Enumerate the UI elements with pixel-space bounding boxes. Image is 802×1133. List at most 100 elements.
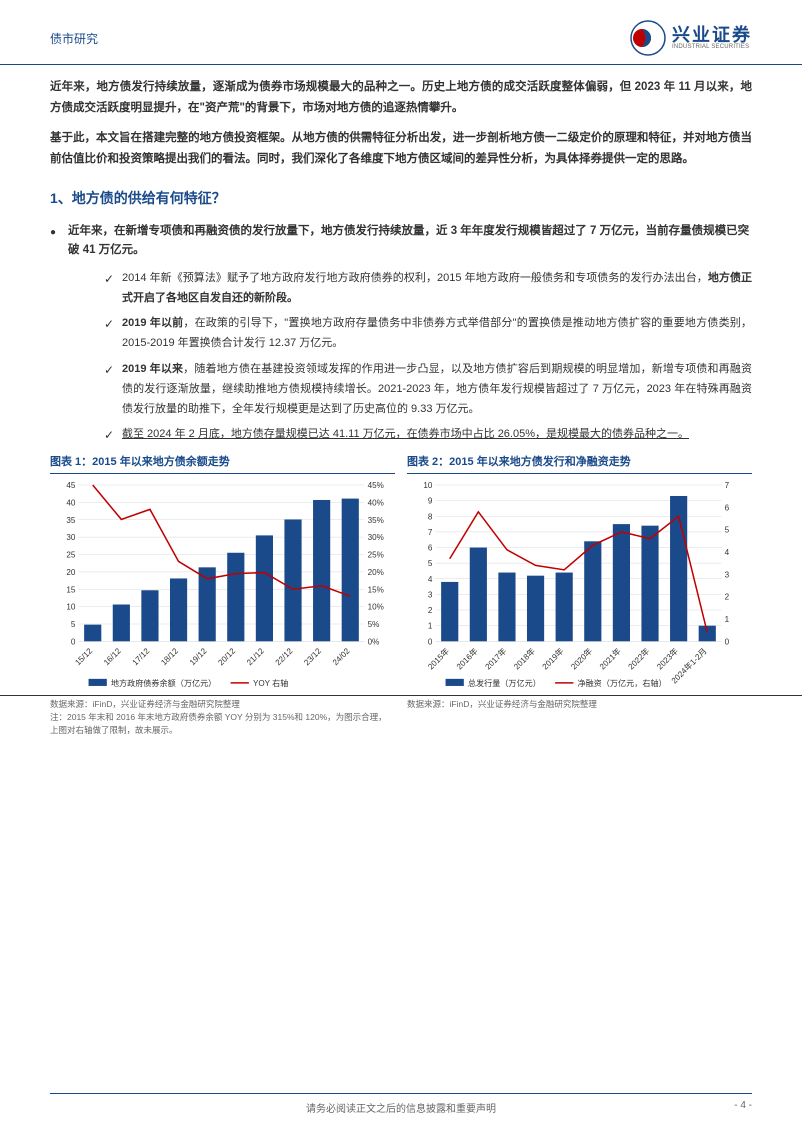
svg-text:22/12: 22/12	[274, 646, 295, 667]
main-content: 近年来，地方债发行持续放量，逐渐成为债券市场规模最大的品种之一。历史上地方债的成…	[0, 65, 802, 447]
sub-bullet-item: ✓2019 年以前，在政策的引导下，"置换地方政府存量债务中非债券方式举借部分"…	[104, 314, 752, 354]
svg-text:24/02: 24/02	[331, 646, 352, 667]
svg-text:0: 0	[71, 637, 76, 646]
svg-text:45%: 45%	[368, 481, 384, 490]
svg-text:25: 25	[66, 551, 76, 560]
logo-cn-text: 兴业证券	[672, 26, 752, 44]
intro-paragraph-1: 近年来，地方债发行持续放量，逐渐成为债券市场规模最大的品种之一。历史上地方债的成…	[50, 77, 752, 118]
svg-text:6: 6	[725, 503, 730, 512]
chart-2-title: 图表 2：2015 年以来地方债发行和净融资走势	[407, 453, 752, 469]
svg-text:2021年: 2021年	[597, 646, 623, 672]
sub-bullet-text: 2019 年以来，随着地方债在基建投资领域发挥的作用进一步凸显，以及地方债扩容后…	[122, 360, 752, 419]
svg-text:17/12: 17/12	[131, 646, 152, 667]
svg-text:20%: 20%	[368, 568, 384, 577]
svg-text:35%: 35%	[368, 516, 384, 525]
svg-text:15: 15	[66, 585, 76, 594]
svg-text:20/12: 20/12	[216, 646, 237, 667]
svg-text:15/12: 15/12	[73, 646, 94, 667]
sub-bullet-item: ✓截至 2024 年 2 月底，地方债存量规模已达 41.11 万亿元，在债券市…	[104, 425, 752, 447]
sub-bullet-text: 截至 2024 年 2 月底，地方债存量规模已达 41.11 万亿元，在债券市场…	[122, 425, 752, 445]
svg-text:2023年: 2023年	[654, 646, 680, 672]
check-icon: ✓	[104, 269, 122, 291]
charts-row: 图表 1：2015 年以来地方债余额走势 0510152025303540450…	[0, 453, 802, 693]
sub-bullet-list: ✓2014 年新《预算法》赋予了地方政府发行地方政府债券的权利，2015 年地方…	[50, 269, 752, 447]
section-1-title: 1、地方债的供给有何特征？	[50, 188, 752, 208]
svg-text:4: 4	[428, 575, 433, 584]
intro-block: 近年来，地方债发行持续放量，逐渐成为债券市场规模最大的品种之一。历史上地方债的成…	[50, 77, 752, 170]
svg-text:30: 30	[66, 533, 76, 542]
logo-en-text: INDUSTRIAL SECURITIES	[672, 44, 752, 50]
intro-paragraph-2: 基于此，本文旨在搭建完整的地方债投资框架。从地方债的供需特征分析出发，进一步剖析…	[50, 128, 752, 169]
svg-text:21/12: 21/12	[245, 646, 266, 667]
svg-text:1: 1	[428, 622, 433, 631]
sub-bullet-text: 2019 年以前，在政策的引导下，"置换地方政府存量债务中非债券方式举借部分"的…	[122, 314, 752, 354]
sub-bullet-item: ✓2019 年以来，随着地方债在基建投资领域发挥的作用进一步凸显，以及地方债扩容…	[104, 360, 752, 419]
svg-text:2017年: 2017年	[483, 646, 509, 672]
svg-text:25%: 25%	[368, 551, 384, 560]
svg-text:0: 0	[725, 637, 730, 646]
svg-text:7: 7	[428, 528, 433, 537]
svg-text:45: 45	[66, 481, 76, 490]
svg-text:2: 2	[725, 593, 730, 602]
page-footer: 请务必阅读正文之后的信息披露和重要声明 - 4 -	[50, 1093, 752, 1115]
svg-text:8: 8	[428, 512, 433, 521]
svg-text:总发行量（万亿元）: 总发行量（万亿元）	[468, 678, 541, 688]
check-icon: ✓	[104, 314, 122, 336]
svg-text:4: 4	[725, 548, 730, 557]
check-icon: ✓	[104, 425, 122, 447]
doc-category: 债市研究	[50, 30, 98, 47]
svg-text:7: 7	[725, 481, 730, 490]
logo-icon	[630, 20, 666, 56]
sub-bullet-text: 2014 年新《预算法》赋予了地方政府发行地方政府债券的权利，2015 年地方政…	[122, 269, 752, 309]
page-header: 债市研究 兴业证券 INDUSTRIAL SECURITIES	[0, 0, 802, 65]
svg-text:3: 3	[725, 570, 730, 579]
svg-text:10: 10	[423, 481, 433, 490]
main-bullet: ● 近年来，在新增专项债和再融资债的发行放量下，地方债发行持续放量，近 3 年年…	[50, 222, 752, 261]
svg-text:YOY 右轴: YOY 右轴	[253, 678, 288, 688]
svg-text:2018年: 2018年	[511, 646, 537, 672]
svg-text:35: 35	[66, 516, 76, 525]
svg-text:5%: 5%	[368, 620, 380, 629]
svg-text:18/12: 18/12	[159, 646, 180, 667]
svg-text:5: 5	[725, 526, 730, 535]
source-left: 数据来源：iFinD，兴业证券经济与金融研究院整理注：2015 年末和 2016…	[50, 698, 395, 736]
svg-text:1: 1	[725, 615, 730, 624]
chart-1-block: 图表 1：2015 年以来地方债余额走势 0510152025303540450…	[50, 453, 395, 693]
source-right: 数据来源：iFinD，兴业证券经济与金融研究院整理	[407, 698, 752, 736]
svg-text:10%: 10%	[368, 603, 384, 612]
svg-text:2016年: 2016年	[454, 646, 480, 672]
svg-text:2: 2	[428, 606, 433, 615]
svg-text:2019年: 2019年	[540, 646, 566, 672]
chart-2-canvas: 012345678910012345672015年2016年2017年2018年…	[407, 473, 752, 693]
svg-text:5: 5	[428, 559, 433, 568]
disclaimer-text: 请务必阅读正文之后的信息披露和重要声明	[306, 1100, 496, 1115]
svg-text:净融资（万亿元，右轴）: 净融资（万亿元，右轴）	[577, 678, 666, 688]
svg-text:40: 40	[66, 498, 76, 507]
bullet-dot-icon: ●	[50, 222, 68, 241]
page-number: - 4 -	[734, 1100, 752, 1111]
chart-2-block: 图表 2：2015 年以来地方债发行和净融资走势 0 1 2 3 4 5 6 7 8 9 10 0 1 2…	[407, 453, 752, 693]
svg-text:9: 9	[428, 497, 433, 506]
check-icon: ✓	[104, 360, 122, 382]
svg-text:2020年: 2020年	[569, 646, 595, 672]
svg-text:30%: 30%	[368, 533, 384, 542]
svg-text:20: 20	[66, 568, 76, 577]
svg-text:16/12: 16/12	[102, 646, 123, 667]
svg-text:23/12: 23/12	[302, 646, 323, 667]
svg-text:15%: 15%	[368, 585, 384, 594]
sub-bullet-item: ✓2014 年新《预算法》赋予了地方政府发行地方政府债券的权利，2015 年地方…	[104, 269, 752, 309]
svg-text:5: 5	[71, 620, 76, 629]
svg-text:0: 0	[428, 637, 433, 646]
main-bullet-text: 近年来，在新增专项债和再融资债的发行放量下，地方债发行持续放量，近 3 年年度发…	[68, 222, 752, 261]
svg-text:0%: 0%	[368, 637, 380, 646]
chart-1-title: 图表 1：2015 年以来地方债余额走势	[50, 453, 395, 469]
svg-text:2022年: 2022年	[626, 646, 652, 672]
svg-text:2015年: 2015年	[426, 646, 452, 672]
chart-1-canvas: 0 5 10 15 20 25 30 35 40 45 0% 5% 10% 15% 20% 25% 30% 35%…	[50, 473, 395, 693]
svg-text:10: 10	[66, 603, 76, 612]
svg-text:40%: 40%	[368, 498, 384, 507]
brand-logo: 兴业证券 INDUSTRIAL SECURITIES	[630, 20, 752, 56]
svg-text:3: 3	[428, 590, 433, 599]
source-row: 数据来源：iFinD，兴业证券经济与金融研究院整理注：2015 年末和 2016…	[0, 695, 802, 736]
svg-text:地方政府债券余额（万亿元）: 地方政府债券余额（万亿元）	[111, 678, 216, 688]
